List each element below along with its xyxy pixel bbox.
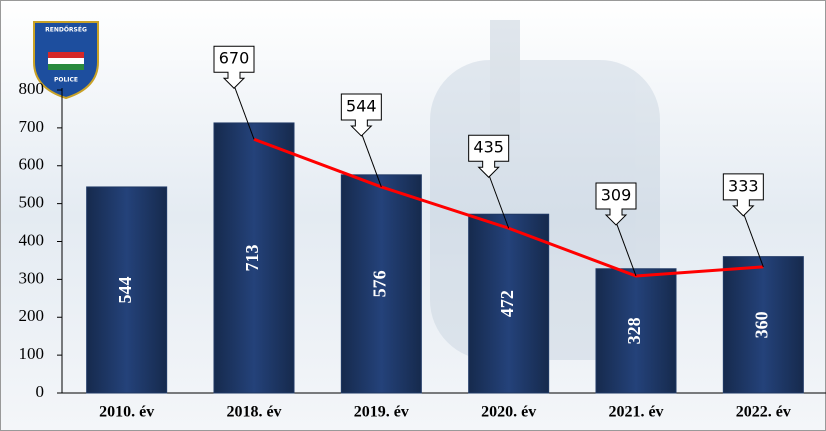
bar-value-label: 360 xyxy=(751,311,771,338)
logo: RENDŐRSÉG POLICE xyxy=(33,21,99,100)
x-tick-label: 2020. év xyxy=(481,404,536,421)
bar xyxy=(722,256,804,394)
bar-value-label: 576 xyxy=(369,270,389,297)
y-tick-label: 600 xyxy=(19,155,45,174)
bar xyxy=(595,268,677,394)
bar-value-label: 472 xyxy=(497,290,517,317)
bar xyxy=(468,213,550,394)
callout-leader xyxy=(615,221,637,277)
callout-leader xyxy=(742,212,764,268)
x-tick-label: 2021. év xyxy=(608,404,663,421)
logo-bottom-text: POLICE xyxy=(54,77,78,84)
callout-box xyxy=(722,173,764,217)
callout-label: 333 xyxy=(728,176,759,195)
callout-leader xyxy=(488,174,510,229)
callout-box xyxy=(340,93,382,137)
y-tick-label: 400 xyxy=(19,230,45,249)
callout-label: 435 xyxy=(473,138,504,157)
bar-value-label: 328 xyxy=(624,317,644,344)
line xyxy=(253,137,764,278)
bar-value-label: 713 xyxy=(242,244,262,271)
x-tick-label: 2018. év xyxy=(226,404,281,421)
y-tick-label: 0 xyxy=(36,382,45,401)
y-tick-label: 100 xyxy=(19,344,45,363)
callout-label: 670 xyxy=(219,49,250,68)
bar-value-label: 544 xyxy=(115,276,135,303)
y-tick-label: 700 xyxy=(19,117,45,136)
callout-box xyxy=(468,134,510,178)
callout-label: 544 xyxy=(346,96,377,115)
x-tick-label: 2010. év xyxy=(99,404,154,421)
x-tick-label: 2019. év xyxy=(354,404,409,421)
bar xyxy=(340,174,422,394)
callout-label: 309 xyxy=(601,185,632,204)
callout-box xyxy=(213,45,255,89)
bar xyxy=(86,186,168,394)
callout-leader xyxy=(360,132,382,188)
callout-leader xyxy=(233,85,255,140)
y-tick-label: 800 xyxy=(19,79,45,98)
x-tick-label: 2022. év xyxy=(736,404,791,421)
y-tick-label: 300 xyxy=(19,268,45,287)
y-tick-label: 500 xyxy=(19,193,45,212)
callout-box xyxy=(595,182,637,226)
bar xyxy=(213,122,295,394)
logo-top-text: RENDŐRSÉG xyxy=(45,26,87,34)
y-tick-label: 200 xyxy=(19,306,45,325)
